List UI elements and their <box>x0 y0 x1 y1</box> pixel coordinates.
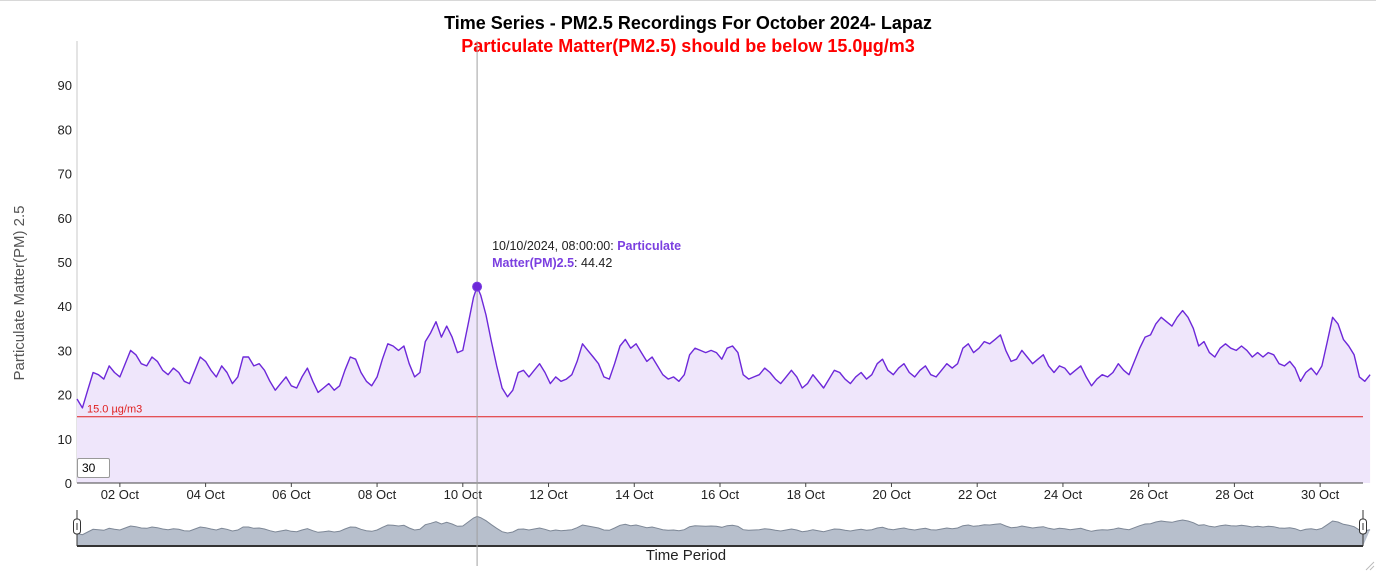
tooltip-timestamp: 10/10/2024, 08:00:00: <box>492 239 617 253</box>
tooltip-line-1: 10/10/2024, 08:00:00: Particulate <box>492 239 681 253</box>
y-tick-label: 20 <box>58 388 72 403</box>
x-tick-label: 30 Oct <box>1301 487 1340 502</box>
y-tick-label: 0 <box>65 476 72 491</box>
x-tick-label: 08 Oct <box>358 487 397 502</box>
x-tick-label: 10 Oct <box>444 487 483 502</box>
y-axis: 0 10 20 30 40 50 60 70 80 90 <box>58 41 78 491</box>
tooltip-value: : 44.42 <box>574 256 612 270</box>
range-mini-fill <box>77 516 1371 546</box>
range-selector[interactable] <box>73 510 1371 547</box>
rolling-period-input[interactable] <box>77 458 110 478</box>
hover-tooltip: 10/10/2024, 08:00:00: Particulate Matter(… <box>472 41 681 566</box>
x-tick-label: 12 Oct <box>529 487 568 502</box>
chart-title: Time Series - PM2.5 Recordings For Octob… <box>444 13 932 33</box>
x-tick-label: 22 Oct <box>958 487 997 502</box>
y-tick-label: 40 <box>58 299 72 314</box>
series-line[interactable] <box>76 286 1371 409</box>
x-tick-label: 14 Oct <box>615 487 654 502</box>
y-tick-label: 60 <box>58 211 72 226</box>
y-axis-label: Particulate Matter(PM) 2.5 <box>11 205 28 380</box>
chart-subtitle: Particulate Matter(PM2.5) should be belo… <box>461 36 914 56</box>
highlight-point[interactable] <box>472 281 483 292</box>
x-tick-label: 18 Oct <box>787 487 826 502</box>
x-tick-label: 28 Oct <box>1215 487 1254 502</box>
x-tick-label: 06 Oct <box>272 487 311 502</box>
series-area-fill <box>77 286 1371 483</box>
resize-grip-icon[interactable] <box>1365 561 1375 571</box>
y-tick-label: 10 <box>58 432 72 447</box>
x-tick-label: 16 Oct <box>701 487 740 502</box>
x-tick-label: 02 Oct <box>101 487 140 502</box>
x-axis: 02 Oct 04 Oct 06 Oct 08 Oct 10 Oct 12 Oct 14 O… <box>77 482 1363 502</box>
y-tick-label: 50 <box>58 255 72 270</box>
y-tick-label: 30 <box>58 343 72 358</box>
y-tick-label: 70 <box>58 167 72 182</box>
tooltip-series-name-part1: Particulate <box>617 239 681 253</box>
tooltip-series-name-part2: Matter(PM)2.5 <box>492 256 574 270</box>
x-tick-label: 04 Oct <box>186 487 225 502</box>
x-tick-label: 20 Oct <box>872 487 911 502</box>
threshold-label: 15.0 µg/m3 <box>87 404 142 416</box>
tooltip-line-2: Matter(PM)2.5: 44.42 <box>492 256 612 270</box>
x-tick-label: 24 Oct <box>1044 487 1083 502</box>
x-tick-label: 26 Oct <box>1130 487 1169 502</box>
y-tick-label: 80 <box>58 122 72 137</box>
y-tick-label: 90 <box>58 78 72 93</box>
range-mini-line <box>76 515 1371 536</box>
plot-area[interactable]: 15.0 µg/m3 <box>76 286 1371 483</box>
x-axis-label: Time Period <box>646 547 726 564</box>
